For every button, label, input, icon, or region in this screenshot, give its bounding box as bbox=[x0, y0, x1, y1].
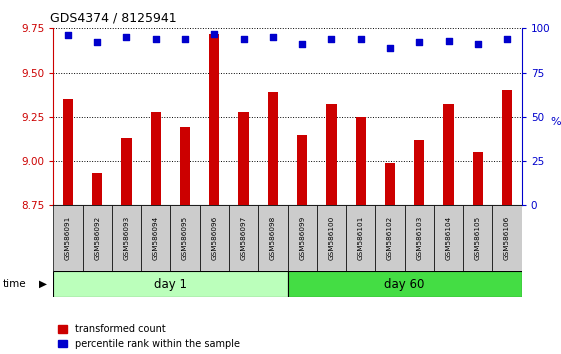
Bar bbox=[268, 92, 278, 205]
Point bbox=[181, 36, 190, 42]
Point bbox=[151, 36, 160, 42]
Legend: transformed count, percentile rank within the sample: transformed count, percentile rank withi… bbox=[58, 324, 240, 349]
Text: day 1: day 1 bbox=[154, 278, 187, 291]
Text: time: time bbox=[3, 279, 26, 289]
Bar bbox=[414, 140, 424, 205]
Bar bbox=[209, 34, 219, 205]
Text: ▶: ▶ bbox=[39, 279, 47, 289]
Bar bbox=[287, 205, 317, 271]
Point bbox=[385, 45, 394, 51]
Bar bbox=[287, 271, 522, 297]
Point bbox=[93, 40, 102, 45]
Text: GSM586103: GSM586103 bbox=[416, 216, 422, 260]
Point bbox=[444, 38, 453, 44]
Bar bbox=[327, 104, 337, 205]
Bar bbox=[463, 205, 493, 271]
Bar bbox=[200, 205, 229, 271]
Bar bbox=[258, 205, 287, 271]
Bar bbox=[82, 205, 112, 271]
Bar bbox=[53, 205, 82, 271]
Point bbox=[356, 36, 365, 42]
Text: GSM586095: GSM586095 bbox=[182, 216, 188, 260]
Text: GSM586106: GSM586106 bbox=[504, 216, 510, 260]
Bar bbox=[63, 99, 73, 205]
Text: GDS4374 / 8125941: GDS4374 / 8125941 bbox=[50, 12, 177, 25]
Bar bbox=[151, 112, 161, 205]
Bar bbox=[112, 205, 141, 271]
Bar bbox=[375, 205, 404, 271]
Text: GSM586097: GSM586097 bbox=[241, 216, 247, 260]
Point bbox=[327, 36, 336, 42]
Text: GSM586093: GSM586093 bbox=[123, 216, 130, 260]
Bar bbox=[473, 152, 483, 205]
Bar bbox=[356, 117, 366, 205]
Bar bbox=[238, 112, 249, 205]
Bar bbox=[171, 205, 200, 271]
Bar bbox=[493, 205, 522, 271]
Text: GSM586104: GSM586104 bbox=[445, 216, 452, 260]
Y-axis label: %: % bbox=[551, 117, 561, 127]
Point bbox=[210, 31, 219, 36]
Bar bbox=[297, 135, 307, 205]
Point bbox=[473, 41, 482, 47]
Bar bbox=[434, 205, 463, 271]
Bar bbox=[121, 138, 132, 205]
Text: GSM586105: GSM586105 bbox=[475, 216, 481, 260]
Point bbox=[63, 33, 72, 38]
Bar bbox=[443, 104, 454, 205]
Point bbox=[298, 41, 307, 47]
Text: GSM586092: GSM586092 bbox=[94, 216, 100, 260]
Text: GSM586099: GSM586099 bbox=[299, 216, 305, 260]
Bar bbox=[92, 173, 102, 205]
Point bbox=[503, 36, 512, 42]
Text: GSM586096: GSM586096 bbox=[211, 216, 217, 260]
Text: GSM586102: GSM586102 bbox=[387, 216, 393, 260]
Text: GSM586101: GSM586101 bbox=[358, 216, 364, 260]
Bar bbox=[346, 205, 375, 271]
Bar bbox=[53, 271, 287, 297]
Bar bbox=[404, 205, 434, 271]
Point bbox=[122, 34, 131, 40]
Bar bbox=[141, 205, 171, 271]
Text: GSM586100: GSM586100 bbox=[328, 216, 334, 260]
Bar bbox=[317, 205, 346, 271]
Text: GSM586091: GSM586091 bbox=[65, 216, 71, 260]
Point bbox=[239, 36, 248, 42]
Bar bbox=[502, 90, 512, 205]
Point bbox=[415, 40, 424, 45]
Text: day 60: day 60 bbox=[384, 278, 425, 291]
Bar bbox=[229, 205, 258, 271]
Point bbox=[268, 34, 277, 40]
Bar bbox=[385, 163, 395, 205]
Text: GSM586098: GSM586098 bbox=[270, 216, 276, 260]
Text: GSM586094: GSM586094 bbox=[153, 216, 159, 260]
Bar bbox=[180, 127, 190, 205]
